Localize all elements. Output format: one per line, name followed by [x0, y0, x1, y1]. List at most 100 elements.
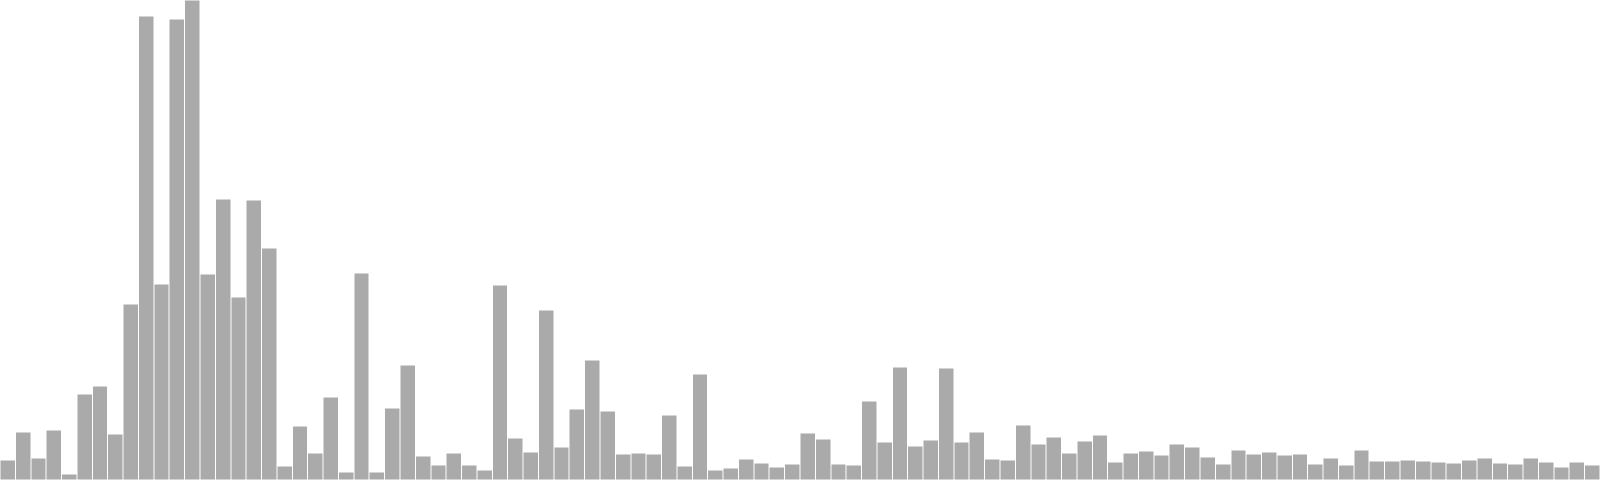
bar-18 [261, 247, 278, 480]
bar-25 [368, 471, 386, 480]
bar-34 [507, 437, 524, 480]
bar-30 [445, 452, 463, 480]
bar-87 [1322, 457, 1339, 480]
bar-7 [91, 385, 109, 480]
bar-24 [353, 272, 370, 480]
bar-72 [1091, 434, 1109, 480]
bar-75 [1137, 450, 1155, 480]
bar-64 [968, 431, 986, 480]
bar-92 [1399, 459, 1416, 480]
bar-85 [1291, 453, 1309, 480]
bar-53 [799, 432, 816, 480]
bar-49 [737, 458, 755, 480]
bar-70 [1061, 452, 1078, 480]
bar-23 [337, 471, 355, 480]
bar-104 [1584, 464, 1600, 480]
bar-9 [122, 303, 139, 480]
bar-14 [199, 273, 216, 480]
bar-77 [1168, 443, 1186, 480]
bar-76 [1153, 454, 1170, 480]
bar-42 [630, 452, 647, 480]
bar-57 [861, 400, 878, 480]
bar-17 [245, 199, 263, 480]
bar-21 [307, 452, 324, 480]
bar-36 [537, 309, 555, 480]
bar-46 [691, 373, 709, 480]
bar-54 [814, 438, 832, 480]
bar-29 [430, 464, 447, 480]
bar-93 [1414, 460, 1432, 480]
bar-51 [768, 466, 786, 480]
bar-3 [30, 457, 47, 480]
bar-84 [1276, 454, 1293, 480]
bar-67 [1014, 424, 1032, 480]
bar-15 [214, 198, 232, 480]
bar-74 [1122, 452, 1139, 480]
bar-88 [1337, 464, 1355, 480]
bar-56 [845, 464, 863, 480]
bar-90 [1368, 460, 1386, 480]
bar-69 [1045, 436, 1063, 480]
bar-12 [168, 18, 186, 480]
bar-99 [1507, 463, 1524, 480]
bar-71 [1076, 440, 1093, 480]
bar-60 [907, 445, 924, 480]
bar-68 [1030, 443, 1047, 480]
bar-61 [922, 439, 939, 480]
bar-8 [107, 433, 124, 480]
bar-59 [891, 366, 909, 480]
bar-5 [61, 473, 78, 480]
bar-19 [276, 465, 293, 480]
bar-86 [1307, 463, 1324, 480]
bar-2 [14, 431, 32, 480]
bar-6 [76, 393, 93, 480]
bar-16 [230, 296, 247, 480]
bar-22 [322, 396, 339, 480]
bar-79 [1199, 456, 1216, 480]
bar-58 [876, 441, 893, 480]
bar-41 [614, 453, 632, 480]
bar-44 [661, 414, 678, 480]
bar-10 [137, 15, 155, 480]
bar-101 [1537, 461, 1555, 480]
bar-83 [1261, 451, 1278, 480]
bar-62 [937, 367, 955, 480]
bar-20 [291, 425, 309, 480]
bar-45 [676, 465, 693, 480]
bar-39 [584, 359, 601, 480]
bar-78 [1184, 446, 1201, 480]
bar-81 [1230, 449, 1247, 480]
bar-35 [522, 451, 539, 480]
bar-63 [953, 441, 970, 480]
bar-89 [1353, 449, 1370, 480]
bar-1 [0, 459, 16, 480]
bar-66 [999, 459, 1016, 480]
bar-96 [1461, 459, 1478, 480]
bar-50 [753, 462, 770, 480]
bar-97 [1476, 457, 1493, 480]
bar-98 [1491, 462, 1509, 480]
bar-28 [414, 455, 432, 480]
bar-38 [568, 408, 586, 480]
bar-73 [1107, 461, 1124, 480]
bar-31 [461, 464, 478, 480]
bar-43 [645, 453, 663, 480]
bar-40 [599, 410, 616, 480]
bar-102 [1553, 466, 1570, 480]
bar-48 [722, 467, 739, 480]
bar-100 [1522, 457, 1539, 480]
bar-65 [984, 458, 1001, 480]
bar-27 [399, 364, 416, 480]
bar-47 [707, 469, 724, 480]
bar-103 [1568, 461, 1586, 480]
bar-82 [1245, 453, 1263, 480]
bar-55 [830, 463, 847, 480]
bar-52 [784, 463, 801, 480]
bar-33 [491, 284, 509, 480]
bar-94 [1430, 461, 1447, 480]
bar-32 [476, 469, 493, 480]
bar-11 [153, 283, 170, 480]
bar-80 [1214, 463, 1232, 480]
